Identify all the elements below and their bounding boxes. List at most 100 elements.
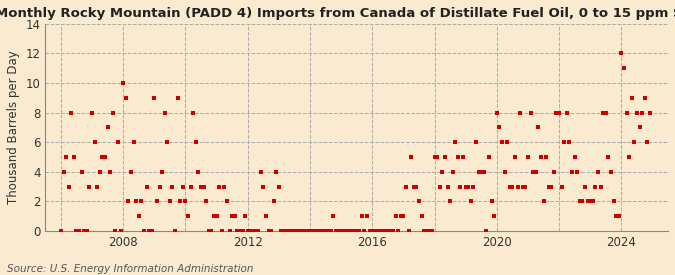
Point [466, 199, 477, 204]
Point [377, 229, 388, 233]
Point [372, 229, 383, 233]
Point [616, 51, 627, 56]
Point [237, 229, 248, 233]
Point [351, 229, 362, 233]
Point [248, 229, 259, 233]
Point [113, 140, 124, 144]
Point [165, 199, 176, 204]
Point [512, 184, 523, 189]
Point [486, 199, 497, 204]
Point [333, 229, 344, 233]
Point [476, 170, 487, 174]
Point [479, 170, 489, 174]
Point [393, 229, 404, 233]
Point [531, 170, 541, 174]
Point [227, 214, 238, 218]
Point [107, 111, 118, 115]
Point [621, 111, 632, 115]
Point [252, 229, 263, 233]
Point [483, 155, 494, 159]
Point [126, 170, 136, 174]
Point [564, 140, 575, 144]
Point [92, 184, 103, 189]
Point [354, 229, 364, 233]
Point [268, 199, 279, 204]
Point [328, 214, 339, 218]
Point [559, 140, 570, 144]
Point [271, 170, 281, 174]
Point [569, 155, 580, 159]
Point [318, 229, 329, 233]
Point [517, 184, 528, 189]
Point [61, 155, 72, 159]
Point [611, 214, 622, 218]
Point [261, 214, 271, 218]
Point [211, 214, 222, 218]
Point [356, 214, 367, 218]
Point [387, 229, 398, 233]
Point [538, 199, 549, 204]
Point [97, 155, 108, 159]
Point [325, 229, 336, 233]
Point [614, 214, 624, 218]
Point [188, 111, 198, 115]
Point [245, 229, 256, 233]
Point [551, 111, 562, 115]
Point [525, 111, 536, 115]
Point [427, 229, 437, 233]
Point [346, 229, 357, 233]
Point [123, 199, 134, 204]
Point [89, 140, 100, 144]
Point [624, 155, 634, 159]
Point [450, 140, 461, 144]
Point [315, 229, 326, 233]
Point [146, 229, 157, 233]
Point [504, 184, 515, 189]
Point [134, 214, 144, 218]
Point [76, 170, 87, 174]
Point [341, 229, 352, 233]
Point [313, 229, 323, 233]
Point [138, 229, 149, 233]
Point [292, 229, 302, 233]
Point [193, 170, 204, 174]
Point [437, 170, 448, 174]
Point [263, 229, 274, 233]
Point [364, 229, 375, 233]
Point [380, 229, 391, 233]
Point [172, 96, 183, 100]
Point [590, 184, 601, 189]
Point [230, 214, 240, 218]
Point [110, 229, 121, 233]
Point [294, 229, 305, 233]
Point [234, 229, 245, 233]
Point [286, 229, 297, 233]
Point [131, 199, 142, 204]
Point [300, 229, 310, 233]
Point [304, 229, 315, 233]
Point [411, 184, 422, 189]
Point [79, 229, 90, 233]
Point [159, 111, 170, 115]
Point [167, 184, 178, 189]
Point [455, 184, 466, 189]
Point [136, 199, 146, 204]
Point [520, 184, 531, 189]
Point [608, 199, 619, 204]
Point [468, 184, 479, 189]
Point [554, 111, 564, 115]
Point [344, 229, 354, 233]
Point [626, 96, 637, 100]
Point [481, 229, 492, 233]
Point [556, 184, 567, 189]
Point [403, 229, 414, 233]
Point [543, 184, 554, 189]
Point [118, 81, 129, 85]
Point [105, 170, 115, 174]
Point [120, 96, 131, 100]
Point [369, 229, 380, 233]
Point [203, 229, 214, 233]
Point [115, 229, 126, 233]
Point [400, 184, 411, 189]
Point [258, 184, 269, 189]
